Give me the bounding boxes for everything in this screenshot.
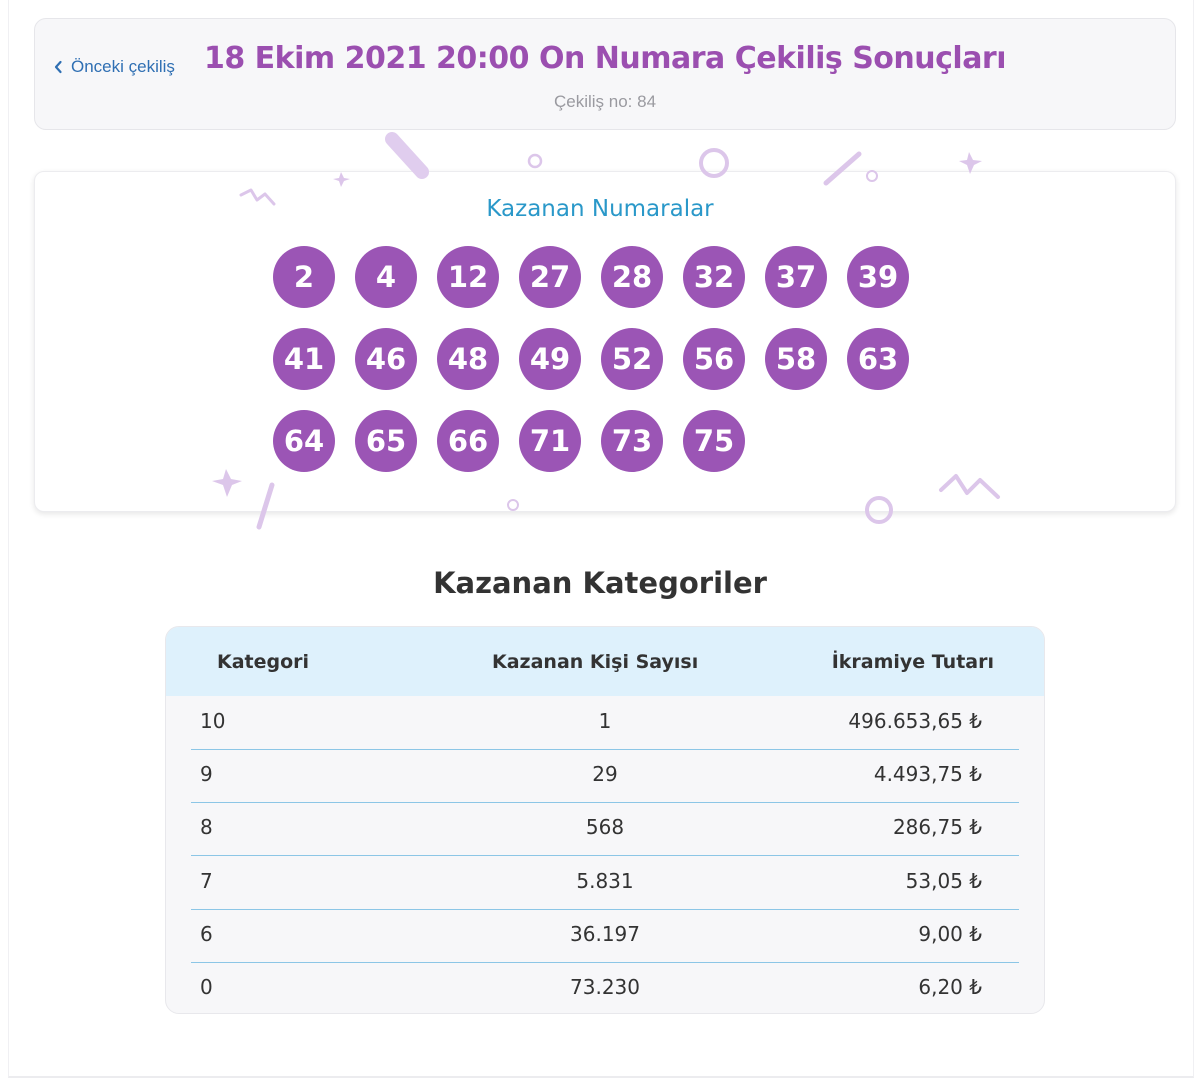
table-row: 7 5.831 53,05 ₺	[191, 856, 1019, 910]
table-row: 10 1 496.653,65 ₺	[191, 696, 1019, 750]
number-ball: 2	[273, 246, 335, 308]
number-ball: 75	[683, 410, 745, 472]
number-ball: 48	[437, 328, 499, 390]
category-cell: 7	[200, 869, 213, 893]
number-ball: 46	[355, 328, 417, 390]
draw-number: Çekiliş no: 84	[553, 92, 657, 111]
number-ball: 39	[847, 246, 909, 308]
previous-draw-link[interactable]: Önceki çekiliş	[53, 57, 175, 77]
category-cell: 0	[200, 975, 213, 999]
chevron-left-icon	[54, 60, 62, 74]
number-ball: 56	[683, 328, 745, 390]
category-cell: 10	[200, 709, 226, 733]
number-ball: 4	[355, 246, 417, 308]
table-header: Kategori Kazanan Kişi Sayısı İkramiye Tu…	[166, 627, 1044, 696]
winning-numbers-grid: 2 4 12 27 28 32 37 39 41 46 48 49 52 56 58 63 64 65 66 71 73…	[273, 246, 933, 472]
prize-cell: 496.653,65 ₺	[848, 709, 982, 733]
number-ball: 63	[847, 328, 909, 390]
table-row: 8 568 286,75 ₺	[191, 802, 1019, 856]
winners-cell: 568	[585, 815, 625, 839]
number-ball: 71	[519, 410, 581, 472]
prize-cell: 53,05 ₺	[905, 869, 982, 893]
column-header-category: Kategori	[217, 651, 310, 673]
categories-heading: Kazanan Kategoriler	[433, 566, 767, 600]
number-ball: 27	[519, 246, 581, 308]
table-row: 0 73.230 6,20 ₺	[191, 962, 1019, 1013]
column-header-prize: İkramiye Tutarı	[831, 651, 994, 673]
number-ball: 52	[601, 328, 663, 390]
number-ball: 73	[601, 410, 663, 472]
category-cell: 8	[200, 815, 213, 839]
number-ball: 32	[683, 246, 745, 308]
winners-cell: 29	[592, 762, 618, 786]
prize-cell: 6,20 ₺	[918, 975, 982, 999]
prize-cell: 4.493,75 ₺	[873, 762, 982, 786]
winners-cell: 5.831	[576, 869, 634, 893]
winning-numbers-heading: Kazanan Numaralar	[486, 196, 714, 222]
number-ball: 49	[519, 328, 581, 390]
categories-table: Kategori Kazanan Kişi Sayısı İkramiye Tu…	[165, 626, 1045, 1014]
number-ball: 37	[765, 246, 827, 308]
winners-cell: 73.230	[570, 975, 640, 999]
column-header-winners: Kazanan Kişi Sayısı	[492, 651, 699, 673]
number-ball: 66	[437, 410, 499, 472]
page-title: 18 Ekim 2021 20:00 On Numara Çekiliş Son…	[203, 41, 1007, 76]
category-cell: 6	[200, 922, 213, 946]
winners-cell: 1	[598, 709, 612, 733]
previous-draw-label: Önceki çekiliş	[71, 57, 175, 76]
table-row: 9 29 4.493,75 ₺	[191, 749, 1019, 803]
number-ball: 28	[601, 246, 663, 308]
number-ball: 65	[355, 410, 417, 472]
winners-cell: 36.197	[570, 922, 640, 946]
number-ball: 41	[273, 328, 335, 390]
prize-cell: 9,00 ₺	[918, 922, 982, 946]
number-ball: 64	[273, 410, 335, 472]
draw-header-card: Önceki çekiliş 18 Ekim 2021 20:00 On Num…	[34, 18, 1176, 130]
prize-cell: 286,75 ₺	[892, 815, 982, 839]
number-ball: 58	[765, 328, 827, 390]
table-row: 6 36.197 9,00 ₺	[191, 909, 1019, 963]
category-cell: 9	[200, 762, 213, 786]
number-ball: 12	[437, 246, 499, 308]
